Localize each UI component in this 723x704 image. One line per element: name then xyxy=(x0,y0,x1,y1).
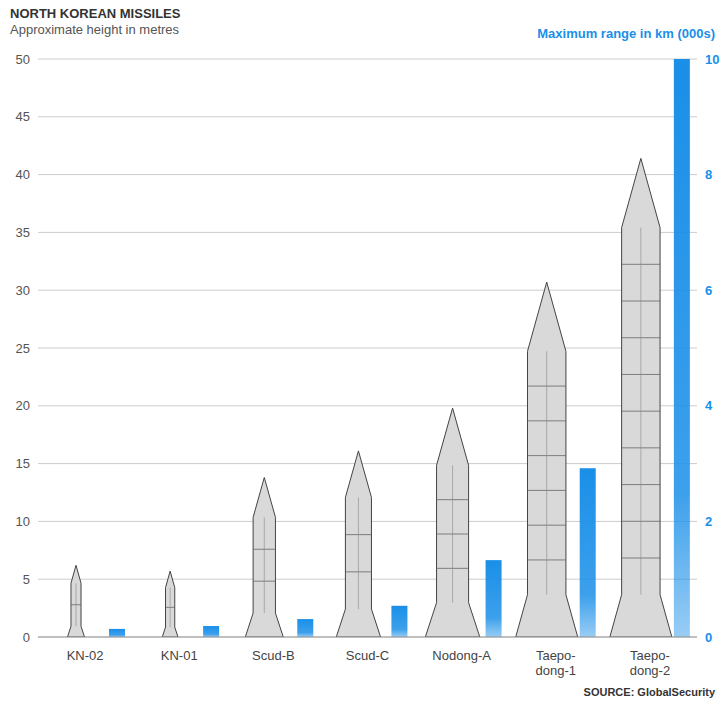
svg-text:10: 10 xyxy=(705,52,719,67)
html-text:Maximum range in km (000s): Maximum range in km (000s) xyxy=(537,26,715,41)
svg-text:10: 10 xyxy=(16,514,30,529)
svg-text:15: 15 xyxy=(16,456,30,471)
svg-text:Taepo-dong-2: Taepo-dong-2 xyxy=(630,648,670,678)
svg-text:Taepo-dong-1: Taepo-dong-1 xyxy=(536,648,576,678)
svg-text:40: 40 xyxy=(16,167,30,182)
svg-text:5: 5 xyxy=(23,572,30,587)
svg-text:2: 2 xyxy=(705,514,712,529)
svg-text:45: 45 xyxy=(16,109,30,124)
svg-text:6: 6 xyxy=(705,283,712,298)
svg-text:20: 20 xyxy=(16,398,30,413)
svg-text:0: 0 xyxy=(23,630,30,645)
html-text:Approximate height in metres: Approximate height in metres xyxy=(10,22,180,37)
svg-text:35: 35 xyxy=(16,225,30,240)
svg-text:50: 50 xyxy=(16,52,30,67)
svg-text:Scud-B: Scud-B xyxy=(252,648,295,663)
html-text:SOURCE: GlobalSecurity: SOURCE: GlobalSecurity xyxy=(583,686,715,698)
svg-text:30: 30 xyxy=(16,283,30,298)
html-text:NORTH KOREAN MISSILES: NORTH KOREAN MISSILES xyxy=(10,6,181,21)
svg-text:8: 8 xyxy=(705,167,712,182)
svg-text:0: 0 xyxy=(705,630,712,645)
svg-text:KN-01: KN-01 xyxy=(161,648,198,663)
svg-text:KN-02: KN-02 xyxy=(67,648,104,663)
svg-text:4: 4 xyxy=(705,398,713,413)
svg-text:Nodong-A: Nodong-A xyxy=(432,648,491,663)
svg-text:25: 25 xyxy=(16,341,30,356)
svg-text:Scud-C: Scud-C xyxy=(346,648,389,663)
